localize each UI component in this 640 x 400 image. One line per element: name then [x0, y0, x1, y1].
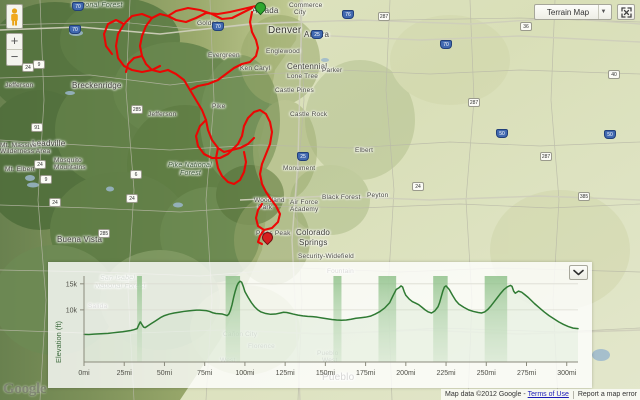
x-tick-label: 275mi [517, 370, 537, 377]
map-type-label: Terrain Map [546, 7, 590, 17]
attribution-divider [572, 390, 574, 399]
x-tick-label: 225mi [437, 370, 457, 377]
fullscreen-glyph [620, 6, 632, 18]
fullscreen-expand-icon[interactable] [617, 4, 635, 20]
y-tick-label: 10k [66, 307, 78, 314]
climb-highlight-band [225, 276, 241, 362]
elevation-collapse-button[interactable] [569, 265, 588, 280]
chart-highlight-bands [137, 276, 508, 362]
zoom-control-divider [7, 49, 22, 50]
chart-y-axis-label: Elevation (ft) [54, 320, 63, 363]
route-start-marker[interactable] [252, 0, 269, 17]
map-type-dropdown[interactable]: Terrain Map ▼ [534, 4, 612, 20]
chart-area-fill [84, 281, 578, 362]
climb-highlight-band [137, 276, 142, 362]
x-tick-label: 300mi [557, 370, 577, 377]
climb-highlight-band [484, 276, 508, 362]
pegman-glyph [11, 7, 18, 25]
climb-highlight-band [333, 276, 342, 362]
chart-x-tick-labels: 0mi 25mi 50mi 75mi 100mi 125mi 150mi 175mi 200mi… [78, 362, 577, 377]
terms-of-use-link[interactable]: Terms of Use [527, 391, 569, 398]
y-tick-label: 15k [66, 281, 78, 288]
x-tick-label: 0mi [78, 370, 90, 377]
elevation-profile-panel[interactable]: 0mi 25mi 50mi 75mi 100mi 125mi 150mi 175mi 200mi… [48, 262, 592, 388]
chart-elevation-line [83, 280, 579, 336]
map-pin-icon [252, 0, 269, 16]
elevation-chart[interactable]: 0mi 25mi 50mi 75mi 100mi 125mi 150mi 175mi 200mi… [48, 262, 592, 388]
report-map-error-link[interactable]: Report a map error [577, 391, 637, 398]
zoom-control[interactable]: + − [6, 33, 23, 66]
pegman-streetview-icon[interactable] [6, 4, 23, 29]
route-end-marker[interactable] [259, 229, 276, 247]
x-tick-label: 150mi [316, 370, 336, 377]
x-tick-label: 200mi [396, 370, 416, 377]
x-tick-label: 250mi [477, 370, 497, 377]
chart-axes [83, 276, 578, 363]
climb-highlight-band [433, 276, 448, 362]
map-data-copyright: Map data ©2012 Google - [445, 391, 526, 398]
x-tick-label: 100mi [235, 370, 255, 377]
x-tick-label: 50mi [157, 370, 173, 377]
map-attribution-bar: Map data ©2012 Google - Terms of Use Rep… [441, 389, 640, 400]
zoom-in-button[interactable]: + [10, 33, 19, 48]
zoom-out-button[interactable]: − [10, 49, 19, 64]
map-pin-icon [259, 229, 276, 246]
x-tick-label: 25mi [117, 370, 133, 377]
chevron-down-icon: ▼ [598, 5, 608, 19]
x-tick-label: 75mi [197, 370, 213, 377]
chevron-down-icon [573, 269, 584, 276]
chart-y-tick-labels: 10k 15k [66, 281, 84, 314]
x-tick-label: 175mi [356, 370, 376, 377]
x-tick-label: 125mi [276, 370, 296, 377]
